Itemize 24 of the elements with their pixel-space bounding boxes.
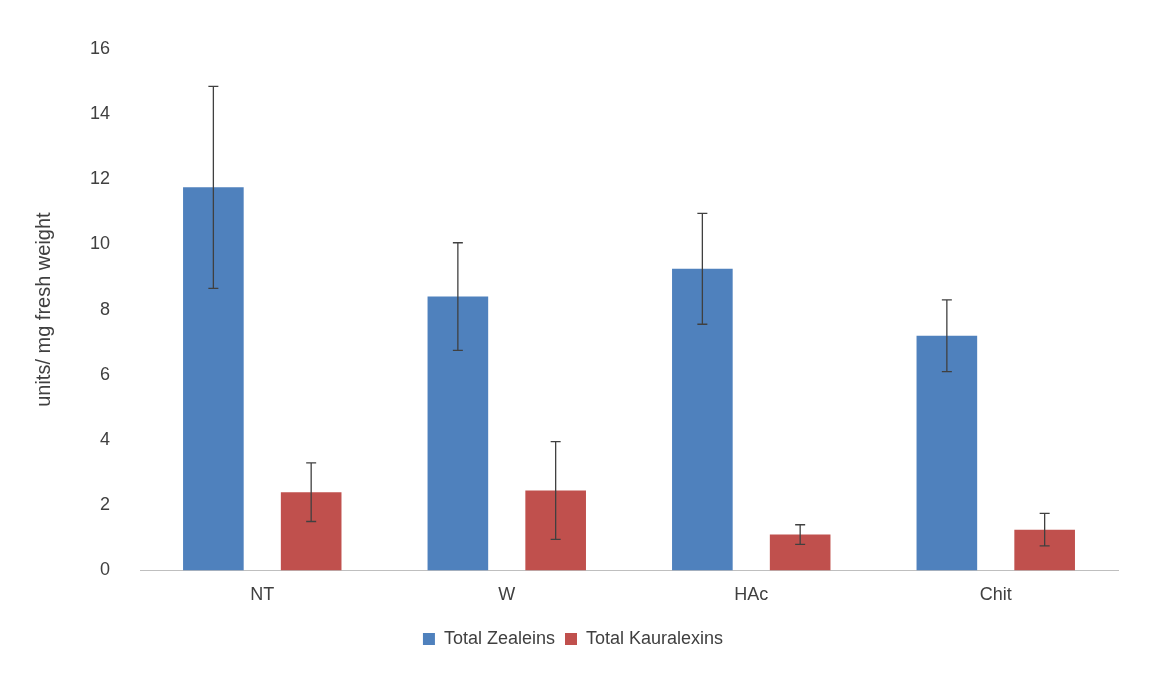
x-tick-label: NT: [250, 584, 275, 605]
bar: [427, 296, 489, 571]
bar: [769, 534, 831, 571]
bar: [183, 187, 244, 571]
bar: [525, 490, 586, 571]
y-tick-label: 0: [100, 559, 111, 580]
y-axis-title: units/ mg fresh weight: [31, 211, 54, 407]
bar: [672, 268, 733, 571]
y-tick-label: 4: [100, 428, 111, 449]
y-tick-label: 16: [89, 37, 111, 58]
x-tick-label: W: [498, 584, 516, 605]
legend-label: Total Kauralexins: [585, 627, 724, 648]
legend-label: Total Zealeins: [443, 627, 555, 648]
y-tick-label: 2: [100, 494, 111, 515]
y-tick-label: 14: [89, 102, 111, 123]
bar: [1014, 529, 1075, 571]
y-tick-label: 6: [100, 363, 111, 384]
x-tick-label: HAc: [734, 584, 769, 605]
x-tick-label: Chit: [979, 584, 1012, 605]
y-tick-label: 8: [100, 298, 111, 319]
y-tick-label: 10: [89, 233, 111, 254]
y-tick-label: 12: [89, 168, 111, 189]
bar: [280, 492, 342, 571]
bar: [916, 335, 978, 571]
